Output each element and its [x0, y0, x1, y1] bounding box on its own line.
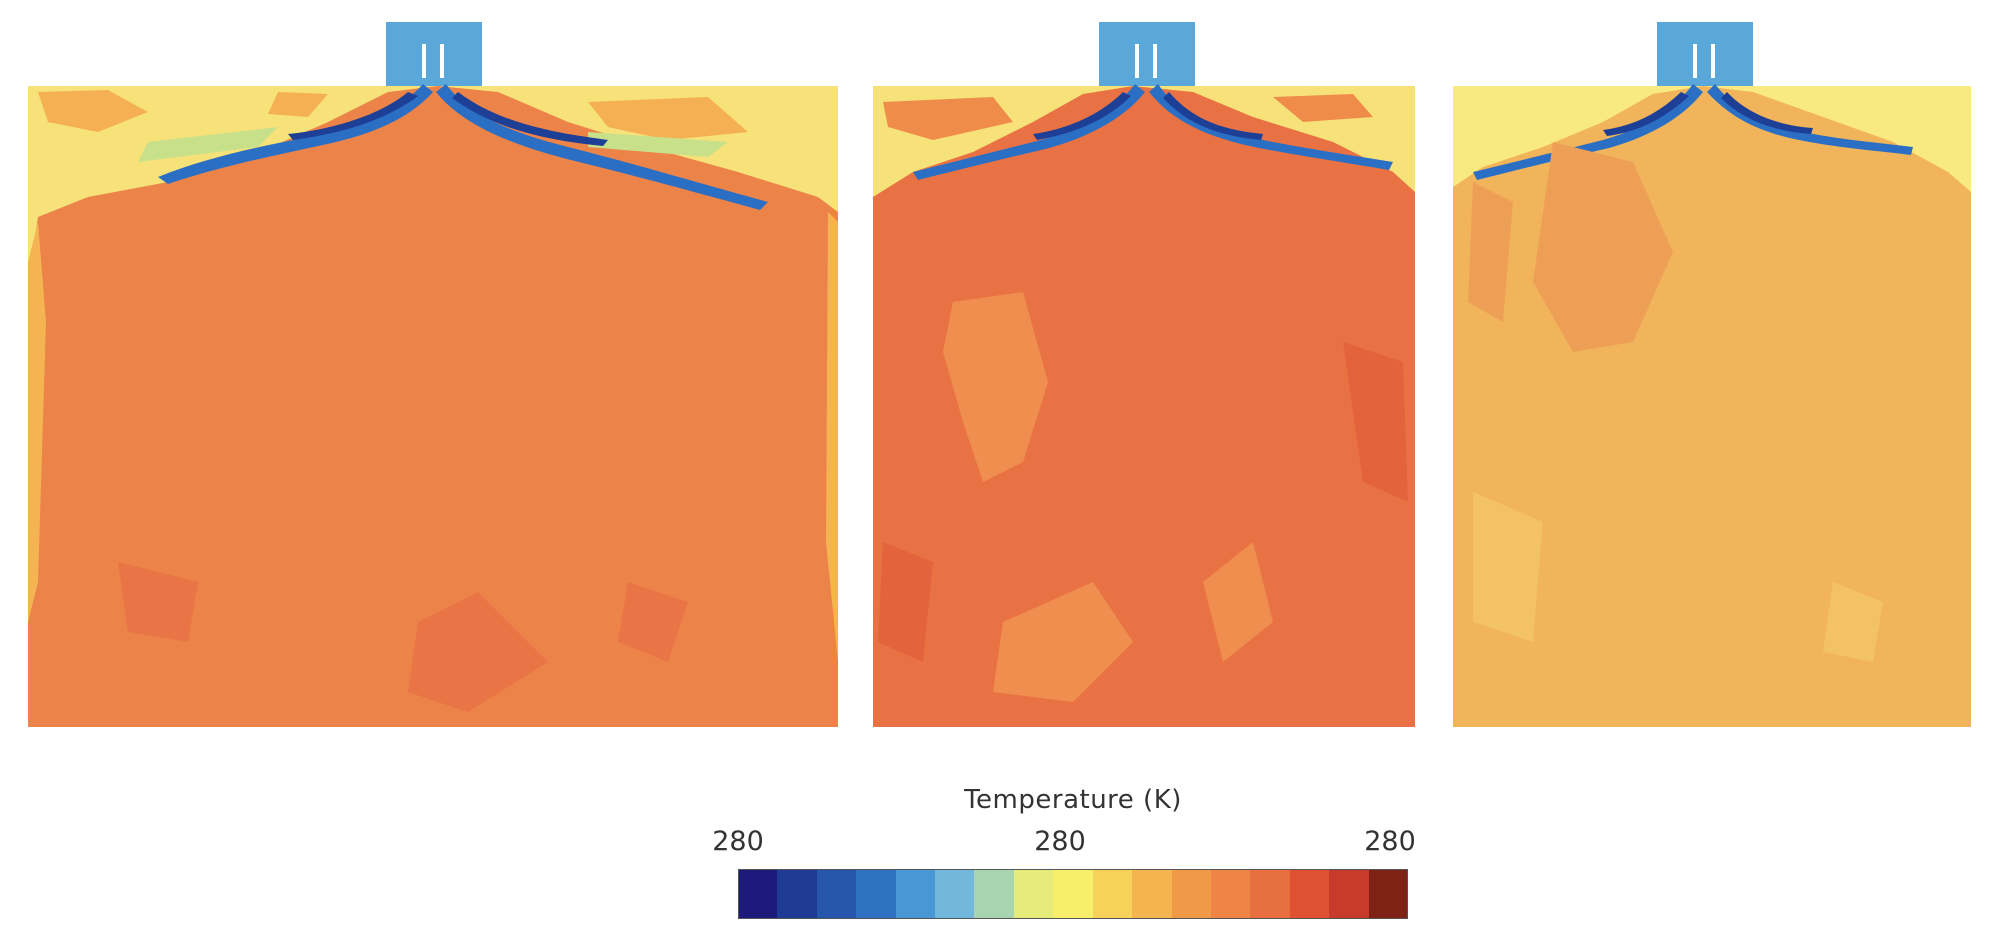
colorbar-swatch [738, 869, 778, 919]
dark-patch [878, 342, 1408, 662]
inlet-nozzle [1099, 22, 1195, 88]
light-patch [1473, 492, 1883, 662]
colorbar-swatch [1250, 869, 1291, 919]
cold-jet-left [158, 84, 433, 184]
inlet-nozzle [386, 22, 482, 88]
colorbar-title: Temperature (K) [964, 785, 1182, 815]
top-warm-patches [883, 94, 1373, 140]
inlet-vane [422, 44, 444, 78]
cold-jet-right [436, 84, 768, 210]
cold-jet-core [1033, 92, 1263, 140]
light-patch [943, 292, 1273, 702]
temperature-contour-panel-right [1453, 22, 1971, 727]
domain-body [1453, 86, 1971, 727]
colorbar-swatch [856, 869, 897, 919]
inlet-nozzle [1657, 22, 1753, 88]
colorbar-swatch [1014, 869, 1054, 919]
colorbar-swatch [1172, 869, 1212, 919]
lower-warm-patch [118, 562, 688, 712]
domain-body [873, 86, 1415, 727]
colorbar [738, 869, 1408, 919]
colorbar-border [738, 869, 1408, 919]
cold-jet-left [913, 84, 1145, 180]
colorbar-swatch [1369, 869, 1408, 919]
colorbar-tick-mid: 280 [1034, 826, 1086, 857]
colorbar-swatch [896, 869, 936, 919]
colorbar-swatch [974, 869, 1015, 919]
colorbar-swatch [1290, 869, 1330, 919]
colorbar-tick-max: 280 [1364, 826, 1416, 857]
top-mixing-layer [873, 86, 1415, 197]
cold-jet-core [288, 92, 608, 146]
colorbar-swatch [1132, 869, 1173, 919]
colorbar-swatch [817, 869, 857, 919]
cold-jet-core [1603, 92, 1813, 136]
inlet-vane [1693, 44, 1715, 78]
colorbar-tick-min: 280 [712, 826, 764, 857]
inlet-vane [1135, 44, 1157, 78]
colorbar-swatch [1329, 869, 1370, 919]
top-light-streaks [138, 127, 728, 162]
temperature-contour-panel-left [28, 22, 838, 727]
colorbar-legend: Temperature (K) 280 280 280 [712, 780, 1416, 930]
colorbar-swatch [935, 869, 975, 919]
colorbar-swatch [1093, 869, 1133, 919]
colorbar-swatch [1053, 869, 1094, 919]
temperature-contour-panel-middle [873, 22, 1415, 727]
top-warm-patches [38, 90, 748, 140]
warm-patch [1468, 142, 1673, 352]
cold-jet-right [1707, 84, 1913, 155]
colorbar-swatch [777, 869, 818, 919]
colorbar-swatch [1211, 869, 1251, 919]
top-mixing-layer [1453, 86, 1971, 192]
cold-jet-left [1473, 84, 1703, 180]
cold-jet-right [1149, 84, 1393, 170]
